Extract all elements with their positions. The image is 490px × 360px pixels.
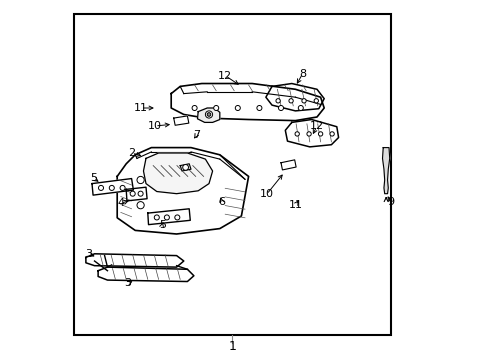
Polygon shape (86, 254, 184, 267)
Circle shape (276, 99, 280, 103)
Text: 6: 6 (218, 197, 225, 207)
Circle shape (175, 215, 180, 220)
Text: 3: 3 (124, 278, 131, 288)
Text: 10: 10 (260, 189, 273, 199)
Text: 5: 5 (159, 220, 166, 230)
Circle shape (298, 105, 303, 111)
Text: 9: 9 (387, 197, 394, 207)
Circle shape (98, 185, 103, 190)
Circle shape (109, 185, 114, 190)
Text: 12: 12 (310, 121, 324, 131)
Circle shape (130, 191, 135, 196)
Circle shape (295, 132, 299, 136)
Circle shape (257, 105, 262, 111)
Circle shape (120, 185, 125, 190)
Text: 3: 3 (85, 249, 92, 259)
Circle shape (278, 105, 284, 111)
Polygon shape (197, 108, 220, 122)
Text: 12: 12 (218, 71, 232, 81)
Circle shape (164, 215, 170, 220)
Circle shape (137, 202, 144, 209)
Circle shape (154, 215, 159, 220)
Polygon shape (180, 164, 191, 171)
Circle shape (214, 105, 219, 111)
Circle shape (207, 113, 211, 116)
Polygon shape (281, 160, 296, 170)
Circle shape (318, 132, 323, 136)
Text: 1: 1 (228, 340, 236, 353)
Polygon shape (266, 84, 324, 111)
Circle shape (183, 165, 189, 170)
Circle shape (307, 132, 311, 136)
Polygon shape (98, 267, 194, 282)
Text: 11: 11 (289, 200, 302, 210)
Circle shape (289, 99, 293, 103)
Polygon shape (92, 179, 133, 195)
Polygon shape (144, 153, 213, 194)
Polygon shape (171, 84, 324, 121)
Text: 4: 4 (117, 198, 124, 208)
Circle shape (205, 111, 213, 118)
Circle shape (137, 176, 144, 184)
Text: 2: 2 (128, 148, 135, 158)
Circle shape (314, 99, 319, 103)
Text: 8: 8 (299, 69, 306, 79)
Polygon shape (117, 148, 248, 234)
Circle shape (138, 191, 143, 196)
Polygon shape (285, 120, 339, 147)
Circle shape (302, 99, 306, 103)
Circle shape (192, 105, 197, 111)
Polygon shape (383, 148, 390, 194)
Text: 11: 11 (134, 103, 147, 113)
Text: 10: 10 (148, 121, 162, 131)
Circle shape (235, 105, 240, 111)
Polygon shape (126, 187, 147, 201)
Text: 5: 5 (90, 173, 98, 183)
Bar (74, 14, 391, 335)
Circle shape (330, 132, 334, 136)
Polygon shape (174, 116, 189, 125)
Text: 7: 7 (193, 130, 200, 140)
Polygon shape (148, 209, 190, 225)
